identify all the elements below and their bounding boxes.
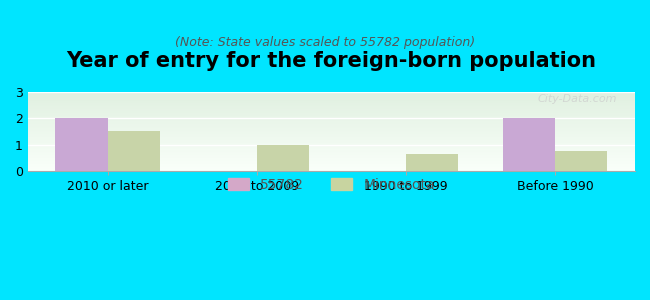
Bar bbox=[28, 118, 635, 119]
Bar bbox=[28, 167, 635, 168]
Bar bbox=[28, 119, 635, 120]
Bar bbox=[28, 148, 635, 149]
Bar bbox=[28, 158, 635, 159]
Bar bbox=[28, 101, 635, 102]
Bar bbox=[28, 94, 635, 95]
Bar bbox=[28, 105, 635, 106]
Bar bbox=[28, 161, 635, 162]
Bar bbox=[28, 113, 635, 114]
Bar bbox=[28, 115, 635, 116]
Bar bbox=[55, 118, 108, 171]
Bar bbox=[28, 137, 635, 138]
Bar bbox=[28, 140, 635, 141]
Bar bbox=[555, 151, 607, 171]
Bar bbox=[406, 154, 458, 171]
Bar bbox=[28, 165, 635, 166]
Bar bbox=[28, 97, 635, 98]
Bar bbox=[28, 162, 635, 163]
Bar bbox=[28, 156, 635, 157]
Bar bbox=[28, 154, 635, 155]
Bar bbox=[28, 141, 635, 142]
Bar bbox=[28, 130, 635, 131]
Bar bbox=[28, 145, 635, 146]
Bar bbox=[28, 117, 635, 118]
Bar bbox=[28, 134, 635, 135]
Bar bbox=[28, 139, 635, 140]
Bar bbox=[257, 145, 309, 171]
Bar bbox=[28, 121, 635, 122]
Bar bbox=[28, 92, 635, 93]
Bar bbox=[28, 123, 635, 124]
Bar bbox=[28, 169, 635, 170]
Bar bbox=[28, 122, 635, 123]
Text: City-Data.com: City-Data.com bbox=[538, 94, 617, 104]
Bar bbox=[28, 164, 635, 165]
Title: Year of entry for the foreign-born population: Year of entry for the foreign-born popul… bbox=[66, 51, 597, 71]
Bar bbox=[28, 93, 635, 94]
Bar bbox=[28, 136, 635, 137]
Bar bbox=[28, 133, 635, 134]
Bar bbox=[28, 138, 635, 139]
Bar bbox=[28, 104, 635, 105]
Bar bbox=[28, 106, 635, 107]
Bar bbox=[108, 131, 160, 171]
Bar bbox=[28, 111, 635, 112]
Bar bbox=[28, 163, 635, 164]
Bar bbox=[28, 98, 635, 99]
Bar bbox=[28, 151, 635, 152]
Bar bbox=[28, 170, 635, 171]
Bar bbox=[28, 112, 635, 113]
Bar bbox=[28, 129, 635, 130]
Bar bbox=[28, 155, 635, 156]
Bar bbox=[28, 109, 635, 110]
Bar bbox=[28, 120, 635, 121]
Bar bbox=[28, 135, 635, 136]
Bar bbox=[28, 114, 635, 115]
Bar bbox=[28, 152, 635, 153]
Bar bbox=[28, 149, 635, 150]
Bar bbox=[28, 99, 635, 100]
Bar bbox=[28, 107, 635, 108]
Legend: 55782, Minnesota: 55782, Minnesota bbox=[222, 172, 441, 197]
Bar bbox=[28, 124, 635, 125]
Bar bbox=[28, 150, 635, 151]
Bar bbox=[28, 125, 635, 126]
Bar bbox=[28, 132, 635, 133]
Bar bbox=[28, 127, 635, 128]
Bar bbox=[28, 143, 635, 144]
Bar bbox=[28, 103, 635, 104]
Bar bbox=[28, 110, 635, 111]
Text: (Note: State values scaled to 55782 population): (Note: State values scaled to 55782 popu… bbox=[175, 36, 475, 49]
Bar bbox=[28, 147, 635, 148]
Bar bbox=[28, 159, 635, 160]
Bar bbox=[28, 108, 635, 109]
Bar bbox=[28, 153, 635, 154]
Bar bbox=[28, 166, 635, 167]
Bar bbox=[28, 144, 635, 145]
Bar bbox=[503, 118, 555, 171]
Bar bbox=[28, 160, 635, 161]
Bar bbox=[28, 128, 635, 129]
Bar bbox=[28, 102, 635, 103]
Bar bbox=[28, 131, 635, 132]
Bar bbox=[28, 142, 635, 143]
Bar bbox=[28, 157, 635, 158]
Bar bbox=[28, 146, 635, 147]
Bar bbox=[28, 95, 635, 96]
Bar bbox=[28, 116, 635, 117]
Bar bbox=[28, 96, 635, 97]
Bar bbox=[28, 100, 635, 101]
Bar bbox=[28, 168, 635, 169]
Bar bbox=[28, 126, 635, 127]
